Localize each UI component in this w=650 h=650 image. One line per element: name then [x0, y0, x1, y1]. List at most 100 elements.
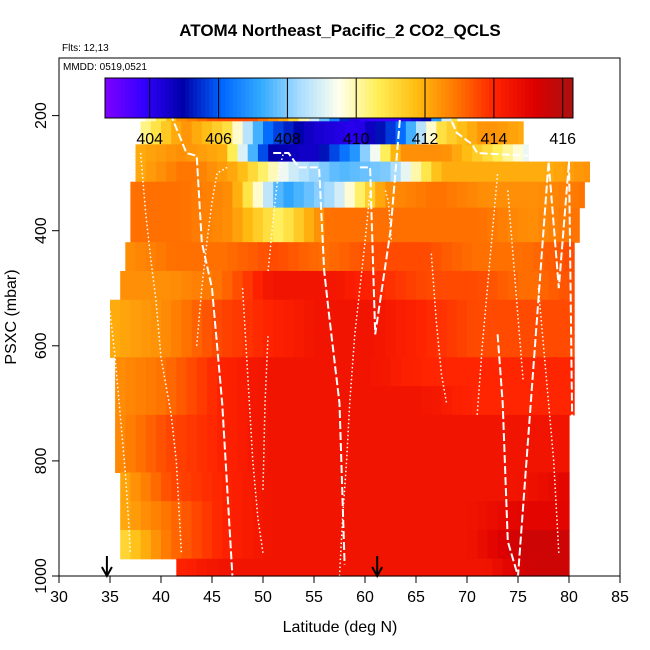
heatmap-cell	[533, 443, 545, 473]
heatmap-cell	[283, 270, 295, 301]
heatmap-cell	[441, 443, 453, 473]
heatmap-cell	[227, 414, 239, 445]
colorbar-cell	[225, 78, 230, 118]
colorbar-cell	[253, 78, 258, 118]
colorbar-cell	[409, 78, 414, 118]
heatmap-cell	[161, 299, 172, 330]
heatmap-cell	[257, 144, 269, 163]
heatmap-cell	[191, 299, 203, 330]
heatmap-cell	[196, 558, 208, 577]
heatmap-cell	[278, 443, 290, 473]
heatmap-cell	[278, 357, 290, 387]
heatmap-cell	[507, 529, 519, 560]
heatmap-cell	[523, 144, 529, 163]
heatmap-cell	[533, 242, 545, 272]
heatmap-cell	[456, 121, 468, 145]
heatmap-cell	[319, 242, 330, 272]
heatmap-cell	[155, 161, 167, 183]
heatmap-cell	[293, 207, 305, 243]
heatmap-cell	[339, 161, 351, 183]
heatmap-cell	[303, 501, 315, 531]
heatmap-cell	[181, 299, 193, 330]
colorbar-cell	[293, 78, 298, 118]
colorbar-cell	[513, 78, 518, 118]
heatmap-cell	[431, 144, 443, 163]
colorbar-cell	[125, 78, 130, 118]
heatmap-cell	[538, 270, 550, 301]
heatmap-cell	[472, 558, 483, 577]
heatmap-cell	[329, 144, 341, 163]
heatmap-cell	[237, 414, 249, 445]
heatmap-cell	[278, 558, 290, 577]
heatmap-cell	[150, 299, 162, 330]
heatmap-cell	[528, 529, 539, 560]
colorbar-cell	[113, 78, 118, 118]
heatmap-cell	[120, 299, 131, 330]
heatmap-cell	[186, 144, 198, 163]
heatmap-cell	[324, 121, 335, 145]
x-tick-label: 85	[611, 589, 629, 606]
heatmap-cell	[497, 472, 509, 502]
heatmap-cell	[283, 207, 295, 243]
heatmap-cell	[472, 443, 483, 473]
heatmap-cell	[303, 299, 315, 330]
heatmap-cell	[150, 529, 162, 560]
colorbar-cell	[265, 78, 270, 118]
heatmap-cell	[385, 529, 397, 560]
heatmap-cell	[171, 270, 182, 301]
heatmap-cell	[201, 529, 213, 560]
heatmap-cell	[558, 299, 570, 330]
heatmap-cell	[247, 558, 259, 577]
heatmap-cell	[140, 529, 152, 560]
heatmap-cell	[487, 207, 499, 243]
heatmap-cell	[130, 328, 142, 358]
heatmap-cell	[400, 443, 412, 473]
heatmap-cell	[451, 386, 463, 416]
heatmap-cell	[212, 121, 223, 145]
heatmap-cell	[487, 299, 499, 330]
heatmap-cell	[273, 207, 284, 243]
colorbar-tick-label: 416	[549, 131, 576, 148]
heatmap-cell	[130, 207, 142, 243]
heatmap-cell	[538, 299, 550, 330]
heatmap-cell	[416, 529, 427, 560]
heatmap-cell	[293, 121, 305, 145]
heatmap-cell	[431, 242, 443, 272]
heatmap-cell	[497, 121, 509, 145]
heatmap-cell	[451, 443, 463, 473]
heatmap-cell	[548, 472, 560, 502]
colorbar-cell	[161, 78, 166, 118]
heatmap-cell	[150, 501, 162, 531]
heatmap-cell	[446, 181, 458, 209]
heatmap-cell	[273, 121, 284, 145]
heatmap-cell	[410, 386, 422, 416]
heatmap-cell	[441, 144, 453, 163]
heatmap-cell	[150, 328, 162, 358]
heatmap-cell	[569, 270, 575, 301]
heatmap-cell	[283, 472, 295, 502]
heatmap-cell	[548, 299, 560, 330]
colorbar-cell	[425, 78, 430, 118]
colorbar-cell	[365, 78, 370, 118]
heatmap-cell	[155, 386, 167, 416]
heatmap-cell	[263, 501, 274, 531]
y-axis-label: PSXC (mbar)	[3, 269, 20, 364]
colorbar-cell	[205, 78, 210, 118]
heatmap-cell	[308, 558, 320, 577]
heatmap-cell	[451, 161, 463, 183]
heatmap-cell	[523, 443, 534, 473]
colorbar-cell	[441, 78, 446, 118]
heatmap-cell	[268, 386, 279, 416]
heatmap-cell	[273, 181, 284, 209]
colorbar-cell	[373, 78, 378, 118]
plot-area	[58, 57, 621, 577]
heatmap-cell	[135, 443, 147, 473]
heatmap-cell	[446, 328, 458, 358]
colorbar-cell	[153, 78, 158, 118]
heatmap-cell	[477, 207, 488, 243]
heatmap-cell	[217, 144, 228, 163]
heatmap-cells	[110, 98, 590, 577]
heatmap-cell	[329, 558, 341, 577]
heatmap-cell	[431, 414, 443, 445]
flights-label: Flts: 12,13	[62, 43, 109, 54]
